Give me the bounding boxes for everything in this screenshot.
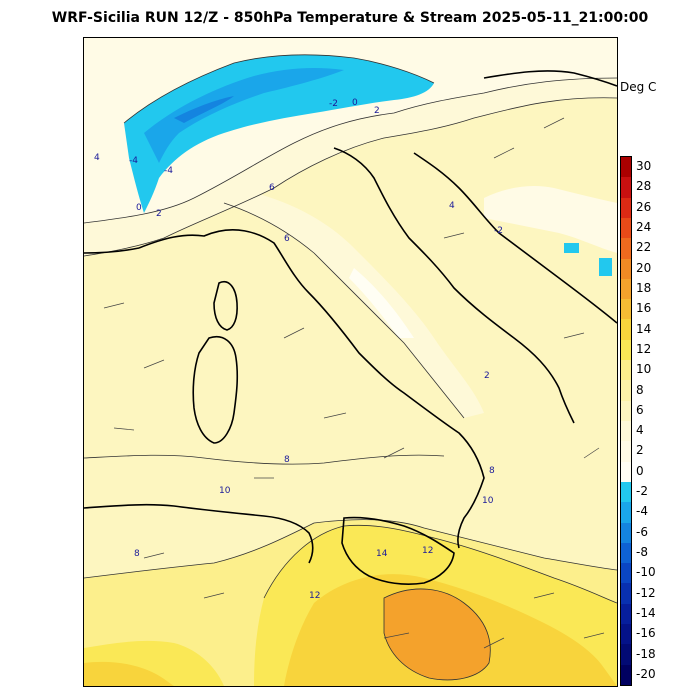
contour-label: 0 [136, 203, 142, 213]
contour-label: -4 [164, 166, 173, 176]
colorbar-tick-label: 8 [636, 382, 644, 397]
colorbar-tick-label: 2 [636, 443, 644, 458]
contour-label: 2 [484, 371, 490, 381]
contour-label: 8 [134, 549, 140, 559]
map-canvas: -4 -4 -2 -2 0 0 2 2 4 4 6 6 8 10 10 12 1… [84, 38, 617, 686]
contour-label: 8 [284, 455, 290, 465]
colorbar-tick-label: -6 [636, 524, 648, 539]
colorbar-tick-label: -8 [636, 545, 648, 559]
colorbar-tick-label: -18 [636, 646, 656, 661]
colorbar-segment [621, 400, 631, 422]
colorbar-tick-label: -2 [636, 484, 648, 499]
coastlines [84, 70, 617, 585]
colorbar-tick-label: 10 [636, 362, 652, 377]
streamlines [103, 117, 605, 649]
colorbar-tick-label: 30 [636, 159, 652, 174]
apennine-cool-strip [224, 188, 484, 418]
colorbar-tick-label: 0 [636, 463, 644, 478]
colorbar-tick-label: -10 [636, 565, 656, 580]
colorbar-segment [621, 542, 631, 564]
contour-label: -4 [129, 156, 138, 166]
colorbar-segment [621, 583, 631, 605]
map-title: WRF-Sicilia RUN 12/Z - 850hPa Temperatur… [51, 10, 649, 26]
alps-cold-region [124, 54, 434, 213]
colorbar-segment [621, 380, 631, 402]
contour-label: 4 [449, 201, 455, 211]
colorbar-tick-label: 20 [636, 260, 652, 275]
colorbar-tick-label: 4 [636, 423, 644, 438]
colorbar-tick-label: -14 [636, 605, 656, 620]
colorbar-segment [621, 481, 631, 503]
contour-label: 12 [422, 546, 433, 556]
colorbar-segment [621, 644, 631, 666]
colorbar [620, 156, 632, 686]
units-label: Deg C [620, 80, 657, 94]
contour-label: -2 [329, 99, 338, 109]
colorbar-tick-label: 6 [636, 402, 644, 417]
hottest-core [384, 588, 491, 680]
colorbar-tick-label: 26 [636, 199, 652, 214]
contour-label: 10 [482, 496, 494, 506]
contour-label: 10 [219, 486, 231, 496]
east-blue-spot-2 [599, 258, 612, 276]
east-cold-patch [484, 186, 617, 253]
east-blue-spot-1 [564, 243, 579, 253]
colorbar-tick-label: 12 [636, 341, 652, 356]
colorbar-segment [621, 522, 631, 544]
colorbar-segment [621, 177, 631, 199]
colorbar-segment [621, 603, 631, 625]
contour-label: 8 [489, 466, 495, 476]
colorbar-segment [621, 563, 631, 584]
contour-label: 4 [94, 153, 100, 163]
colorbar-segment [621, 157, 631, 178]
colorbar-segment [621, 258, 631, 280]
colorbar-segment [621, 299, 631, 320]
colorbar-segment [621, 278, 631, 300]
contour-label: 2 [156, 209, 162, 219]
colorbar-segment [621, 319, 631, 341]
contour-label: 0 [352, 98, 358, 108]
colorbar-tick-label: 14 [636, 321, 652, 336]
contour-label: 6 [284, 234, 290, 244]
colorbar-segment [621, 664, 631, 686]
isotherm-lines [84, 54, 617, 681]
colorbar-tick-label: 16 [636, 301, 652, 316]
contour-label: 12 [309, 591, 320, 601]
contour-label: 6 [269, 183, 275, 193]
colorbar-tick-label: 22 [636, 240, 652, 255]
colorbar-segment [621, 421, 631, 442]
colorbar-tick-label: -4 [636, 504, 648, 519]
colorbar-tick-label: -20 [636, 666, 656, 681]
colorbar-segment [621, 502, 631, 524]
alps-coldest-core [174, 96, 234, 123]
contour-label: 14 [376, 549, 388, 559]
colorbar-segment [621, 441, 631, 463]
hot-southwest [84, 661, 174, 686]
contour-label: 2 [374, 106, 380, 116]
colorbar-segment [621, 624, 631, 645]
colorbar-tick-label: 28 [636, 179, 652, 194]
colorbar-segment [621, 339, 631, 361]
colorbar-segment [621, 238, 631, 260]
colorbar-segment [621, 461, 631, 483]
colorbar-segment [621, 217, 631, 239]
temperature-map: -4 -4 -2 -2 0 0 2 2 4 4 6 6 8 10 10 12 1… [83, 37, 618, 687]
apennine-peak [349, 268, 414, 338]
colorbar-segment [621, 360, 631, 381]
colorbar-tick-label: 18 [636, 281, 652, 295]
colorbar-tick-label: 24 [636, 220, 652, 235]
contour-label: -2 [494, 226, 503, 236]
colorbar-tick-label: -12 [636, 585, 656, 600]
colorbar-tick-label: -16 [636, 626, 656, 641]
contour-labels: -4 -4 -2 -2 0 0 2 2 4 4 6 6 8 10 10 12 1… [94, 98, 503, 601]
colorbar-segment [621, 197, 631, 219]
